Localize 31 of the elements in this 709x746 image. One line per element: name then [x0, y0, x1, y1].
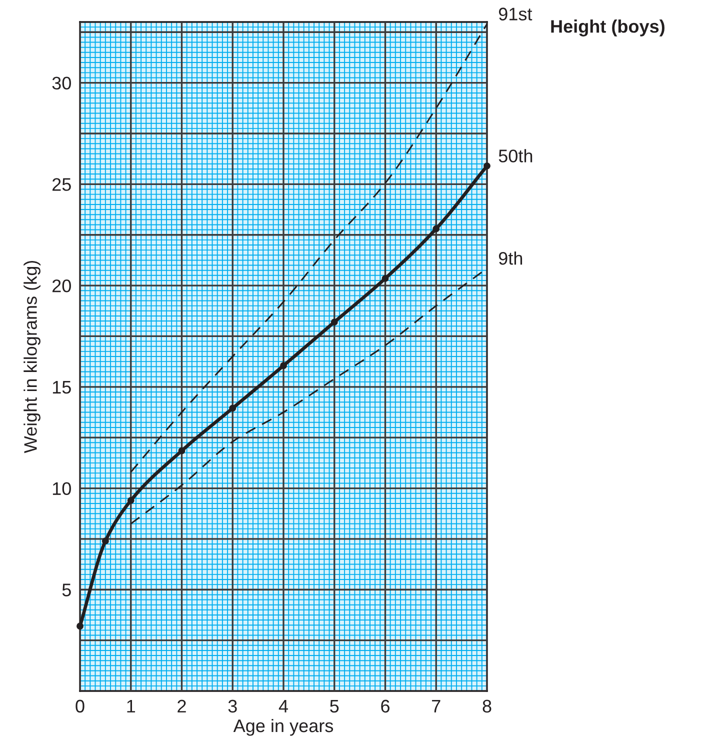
series-label: 50th [498, 149, 532, 162]
y-tick-label: 10 [52, 482, 71, 495]
point [484, 162, 490, 170]
point [229, 404, 236, 412]
point [330, 318, 338, 326]
point [178, 447, 186, 454]
x-tick-label: 0 [76, 700, 84, 713]
point [280, 362, 287, 370]
x-tick-label: 4 [278, 700, 288, 712]
x-axis-title: Age in years [233, 718, 334, 736]
y-tick-label: 25 [52, 178, 71, 191]
series-label: 9th [498, 251, 522, 265]
point [382, 274, 389, 282]
point [127, 496, 134, 504]
series-label: 91st [498, 8, 532, 20]
x-tick-label: 8 [482, 700, 492, 713]
text: Height (boys) [551, 20, 664, 36]
y-tick-label: 5 [62, 584, 71, 596]
x-tick-label: 7 [432, 700, 440, 712]
x-tick-label: 1 [127, 700, 136, 712]
point [76, 622, 84, 630]
point [102, 538, 109, 544]
x-tick-label: 3 [228, 700, 237, 713]
x-tick-label: 2 [178, 700, 186, 712]
x-tick-label: 5 [330, 700, 339, 713]
y-tick-label: 15 [52, 381, 71, 394]
x-tick-label: 6 [381, 700, 390, 713]
y-axis-title: Weight in kilograms (kg) [24, 260, 40, 454]
point [432, 225, 440, 232]
y-tick-label: 20 [52, 279, 71, 292]
y-tick-label: 30 [52, 76, 71, 90]
